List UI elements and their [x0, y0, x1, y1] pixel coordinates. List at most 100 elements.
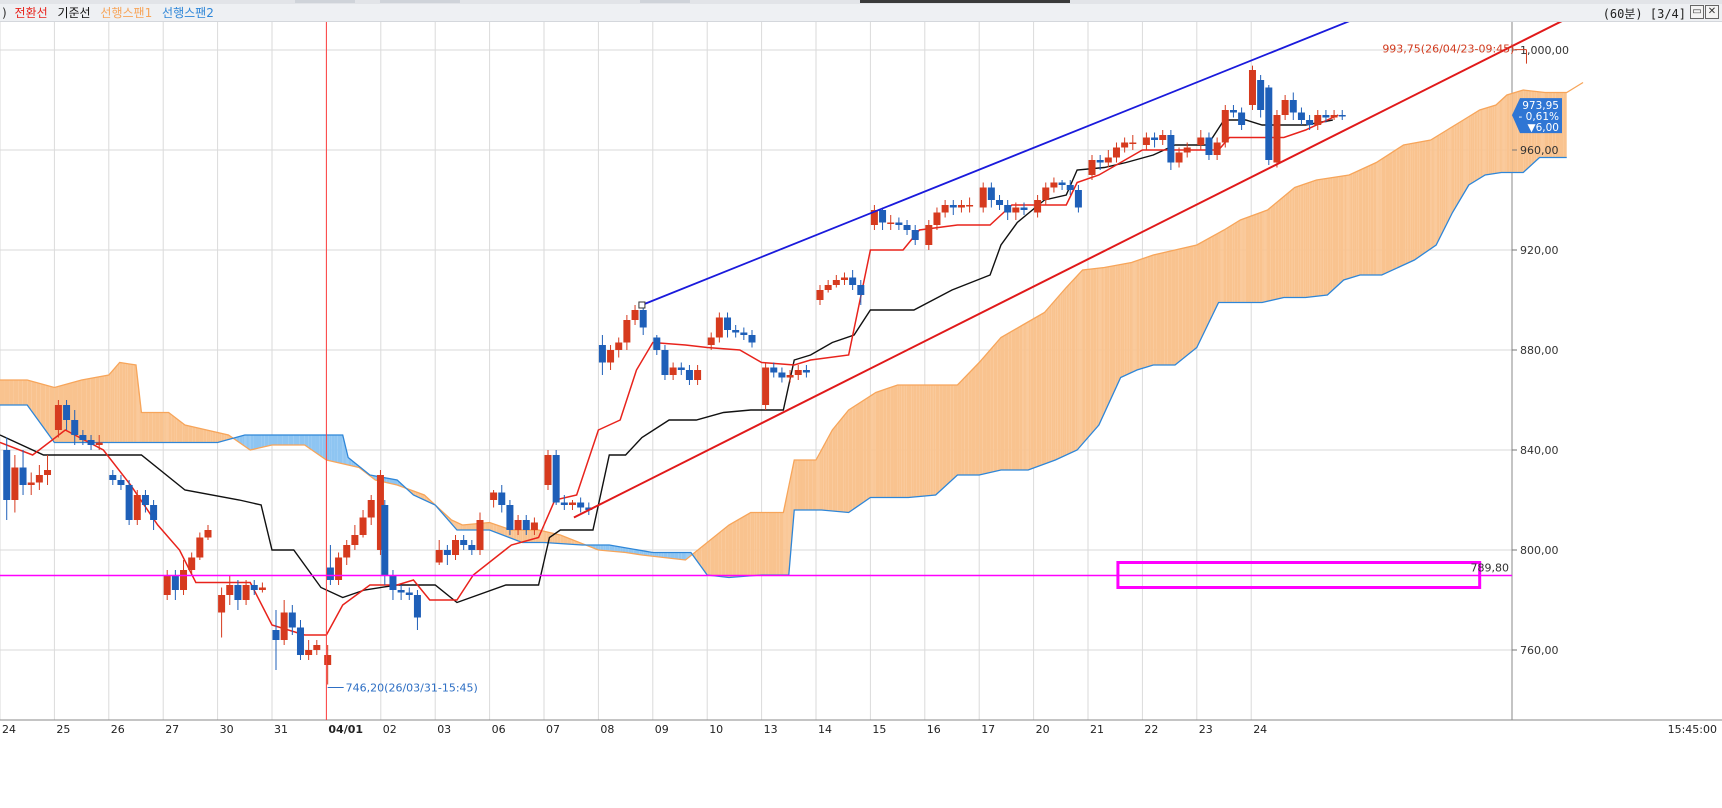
bearish-cloud-segment — [678, 552, 682, 560]
bearish-cloud-segment — [304, 435, 309, 448]
bullish-cloud-segment — [982, 354, 987, 475]
bullish-cloud-segment — [1312, 180, 1315, 297]
bearish-cloud-segment — [663, 552, 668, 558]
bullish-cloud-segment — [946, 385, 951, 485]
candle-down — [857, 285, 865, 295]
bullish-cloud-segment — [520, 530, 523, 543]
bullish-cloud-segment — [1465, 118, 1467, 192]
x-tick-label: 02 — [383, 723, 397, 736]
x-tick-label: 22 — [1144, 723, 1158, 736]
candle-down — [895, 222, 903, 225]
cloud-layer — [0, 90, 1567, 578]
lower-trendline — [573, 22, 1563, 519]
candle-up — [794, 370, 802, 375]
bullish-cloud-segment — [1015, 327, 1020, 470]
bullish-cloud-segment — [1132, 261, 1134, 373]
restore-button[interactable]: ▭ — [1690, 5, 1704, 19]
bullish-cloud-segment — [743, 514, 748, 577]
highlight-box — [1116, 561, 1482, 589]
bullish-cloud-segment — [1041, 312, 1045, 465]
bullish-cloud-segment — [1025, 322, 1027, 470]
y-tick-label: 880,00 — [1520, 344, 1559, 357]
legend-kijun[interactable]: 기준선 — [57, 6, 91, 20]
candle-down — [272, 630, 280, 640]
bullish-cloud-segment — [904, 385, 907, 498]
bullish-cloud-segment — [49, 386, 55, 443]
chart-info-bar — [0, 4, 1722, 22]
bullish-cloud-segment — [794, 460, 798, 510]
bullish-cloud-segment — [127, 363, 131, 443]
x-tick-label: 30 — [220, 723, 234, 736]
bullish-cloud-segment — [493, 523, 497, 533]
ichimoku-chart[interactable]: 1,000,00 960,00 920,00 880,00 840,00 800,00 76… — [0, 22, 1722, 808]
candle-down — [1257, 80, 1265, 110]
bullish-cloud-segment — [1506, 94, 1510, 173]
bullish-cloud-segment — [785, 499, 787, 575]
legend-span2[interactable]: 선행스팬2 — [162, 6, 214, 20]
bullish-cloud-segment — [707, 539, 711, 576]
candle-up — [218, 595, 226, 613]
bullish-cloud-segment — [1447, 129, 1448, 224]
x-tick-label: 08 — [600, 723, 614, 736]
bullish-cloud-segment — [1343, 175, 1345, 280]
bullish-cloud-segment — [1481, 109, 1483, 178]
bullish-cloud-segment — [168, 412, 172, 443]
bullish-cloud-segment — [750, 512, 753, 576]
bullish-cloud-segment — [511, 530, 514, 540]
upper-trendline — [641, 22, 1350, 306]
bullish-cloud-segment — [192, 426, 196, 443]
bullish-cloud-segment — [1497, 102, 1499, 174]
x-tick-label: 16 — [927, 723, 941, 736]
bullish-cloud-segment — [90, 377, 96, 443]
bullish-cloud-segment — [22, 380, 28, 405]
bullish-cloud-segment — [496, 525, 501, 535]
close-button[interactable]: ✕ — [1705, 5, 1719, 19]
bearish-cloud-segment — [685, 552, 687, 560]
bullish-cloud-segment — [1073, 277, 1076, 452]
candle-up — [1129, 142, 1137, 144]
bullish-cloud-segment — [1340, 175, 1344, 283]
bullish-cloud-segment — [1098, 268, 1100, 425]
candle-down — [288, 612, 296, 628]
bullish-cloud-segment — [1477, 110, 1480, 180]
candle-down — [171, 575, 179, 590]
bearish-cloud-segment — [622, 547, 626, 553]
candle-up — [188, 557, 196, 570]
tab-stub-active[interactable] — [860, 0, 1070, 3]
bullish-cloud-segment — [1281, 196, 1284, 299]
bullish-cloud-segment — [886, 387, 891, 498]
bullish-cloud-segment — [1135, 260, 1137, 371]
tab-stub[interactable] — [295, 0, 355, 3]
tab-stub[interactable] — [380, 0, 460, 3]
bullish-cloud-segment — [471, 523, 476, 530]
x-tick-label: 31 — [274, 723, 288, 736]
bullish-cloud-segment — [1498, 101, 1500, 173]
bullish-cloud-segment — [1036, 315, 1040, 467]
candle-up — [305, 650, 313, 655]
bullish-cloud-segment — [819, 451, 821, 510]
bullish-cloud-segment — [1417, 142, 1420, 259]
bullish-cloud-segment — [754, 512, 757, 576]
bullish-cloud-segment — [1476, 111, 1478, 181]
candle-down — [234, 585, 242, 600]
candle-down — [577, 502, 585, 508]
tab-stub[interactable] — [640, 0, 690, 3]
bullish-cloud-segment — [855, 403, 860, 508]
candle-up — [694, 370, 702, 380]
bullish-cloud-segment — [870, 395, 872, 498]
bullish-cloud-segment — [812, 460, 816, 510]
legend-tenkan[interactable]: 전환선 — [14, 6, 48, 20]
bullish-cloud-segment — [31, 381, 37, 418]
bullish-cloud-segment — [1350, 173, 1353, 278]
bullish-cloud-segment — [99, 375, 105, 443]
legend-span1[interactable]: 선행스팬1 — [100, 6, 153, 20]
bullish-cloud-segment — [36, 382, 41, 424]
bullish-cloud-segment — [797, 460, 802, 510]
annotation-layer: 993,75(26/04/23-09:45) 746,20(26/03/31-15… — [327, 43, 1562, 695]
candle-up — [435, 550, 443, 563]
legend-prefix: ) — [2, 6, 7, 20]
bullish-cloud-segment — [224, 434, 227, 441]
bullish-cloud-segment — [1178, 248, 1183, 363]
candle-down — [849, 277, 857, 285]
candle-up — [313, 645, 321, 650]
